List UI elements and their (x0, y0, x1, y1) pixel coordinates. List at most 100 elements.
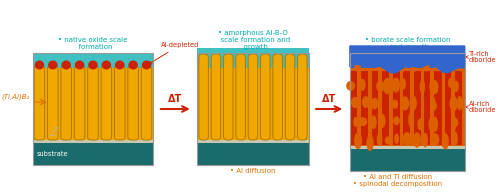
Bar (424, 71, 430, 145)
Ellipse shape (434, 63, 441, 72)
FancyBboxPatch shape (101, 66, 112, 140)
Bar (32, 68, 153, 140)
Ellipse shape (458, 63, 464, 72)
Ellipse shape (384, 136, 391, 144)
Ellipse shape (389, 97, 394, 108)
Ellipse shape (402, 78, 406, 90)
FancyBboxPatch shape (61, 66, 72, 140)
Ellipse shape (62, 60, 71, 69)
Ellipse shape (354, 132, 362, 149)
Ellipse shape (376, 81, 384, 92)
FancyBboxPatch shape (74, 66, 85, 140)
Polygon shape (350, 46, 465, 73)
FancyBboxPatch shape (48, 66, 58, 140)
Ellipse shape (378, 114, 386, 128)
Text: Ti: Ti (54, 127, 59, 132)
FancyBboxPatch shape (211, 54, 220, 140)
Text: • native oxide scale
  formation: • native oxide scale formation (58, 37, 128, 50)
Bar (414, 71, 420, 145)
Bar (198, 140, 308, 143)
FancyBboxPatch shape (199, 54, 208, 140)
Ellipse shape (346, 81, 355, 91)
Ellipse shape (418, 118, 424, 130)
FancyBboxPatch shape (128, 66, 138, 140)
Bar (350, 149, 465, 171)
Ellipse shape (412, 63, 418, 72)
Ellipse shape (102, 60, 111, 69)
Ellipse shape (388, 63, 395, 72)
Ellipse shape (452, 118, 458, 127)
Ellipse shape (453, 81, 459, 92)
Bar (198, 53, 308, 165)
Text: (Ti,Al)B₂: (Ti,Al)B₂ (2, 94, 30, 100)
Ellipse shape (401, 96, 409, 111)
Ellipse shape (432, 117, 438, 132)
Bar (198, 143, 308, 165)
Bar (350, 68, 465, 146)
Ellipse shape (128, 60, 138, 69)
Bar (350, 53, 465, 171)
Bar (198, 68, 308, 140)
Ellipse shape (431, 133, 440, 146)
Ellipse shape (370, 98, 378, 109)
FancyBboxPatch shape (141, 66, 152, 140)
Ellipse shape (432, 80, 438, 94)
Ellipse shape (393, 116, 400, 125)
Bar (372, 71, 378, 145)
Bar (351, 71, 357, 145)
Ellipse shape (402, 132, 411, 146)
Ellipse shape (450, 96, 458, 111)
Ellipse shape (408, 112, 412, 128)
Text: ΔT: ΔT (168, 94, 182, 104)
Ellipse shape (392, 100, 398, 109)
Ellipse shape (430, 97, 436, 112)
Text: substrate: substrate (36, 151, 68, 157)
Bar (382, 71, 388, 145)
Ellipse shape (431, 102, 437, 110)
Ellipse shape (394, 134, 399, 144)
Text: ΔT: ΔT (322, 94, 336, 104)
Ellipse shape (452, 116, 456, 131)
Bar (198, 48, 308, 68)
FancyBboxPatch shape (88, 66, 99, 140)
Bar (403, 71, 409, 145)
Ellipse shape (366, 135, 374, 151)
Ellipse shape (142, 60, 152, 69)
Ellipse shape (448, 78, 452, 88)
Text: • Al and Ti diffusion
• spinodal decomposition: • Al and Ti diffusion • spinodal decompo… (354, 174, 442, 187)
Bar (456, 71, 462, 145)
Bar (350, 46, 465, 68)
Ellipse shape (400, 63, 406, 72)
FancyBboxPatch shape (260, 54, 270, 140)
FancyBboxPatch shape (114, 66, 125, 140)
Text: • borate scale formation
  and growth: • borate scale formation and growth (364, 37, 450, 50)
Text: • amorphous Al-B-O
  scale formation and
  growth: • amorphous Al-B-O scale formation and g… (216, 30, 290, 50)
Ellipse shape (377, 63, 384, 72)
FancyBboxPatch shape (236, 54, 246, 140)
Ellipse shape (366, 63, 372, 72)
Ellipse shape (413, 132, 421, 148)
Ellipse shape (423, 133, 428, 148)
Ellipse shape (75, 60, 85, 69)
Bar (362, 71, 368, 145)
Ellipse shape (358, 117, 367, 126)
Text: Al-rich
diboride: Al-rich diboride (466, 100, 496, 113)
Ellipse shape (420, 80, 425, 94)
FancyBboxPatch shape (248, 54, 258, 140)
Ellipse shape (34, 60, 44, 69)
Bar (32, 53, 153, 165)
Bar (32, 140, 153, 143)
FancyBboxPatch shape (224, 54, 233, 140)
Ellipse shape (370, 115, 376, 129)
Ellipse shape (442, 133, 449, 150)
FancyBboxPatch shape (285, 54, 295, 140)
Ellipse shape (423, 63, 430, 72)
FancyBboxPatch shape (34, 66, 44, 140)
Ellipse shape (360, 79, 366, 91)
Text: Ti-rich
diboride: Ti-rich diboride (466, 51, 496, 64)
Bar (32, 54, 153, 68)
Ellipse shape (351, 97, 360, 108)
Ellipse shape (392, 78, 400, 93)
Ellipse shape (428, 117, 436, 132)
Ellipse shape (48, 60, 58, 69)
